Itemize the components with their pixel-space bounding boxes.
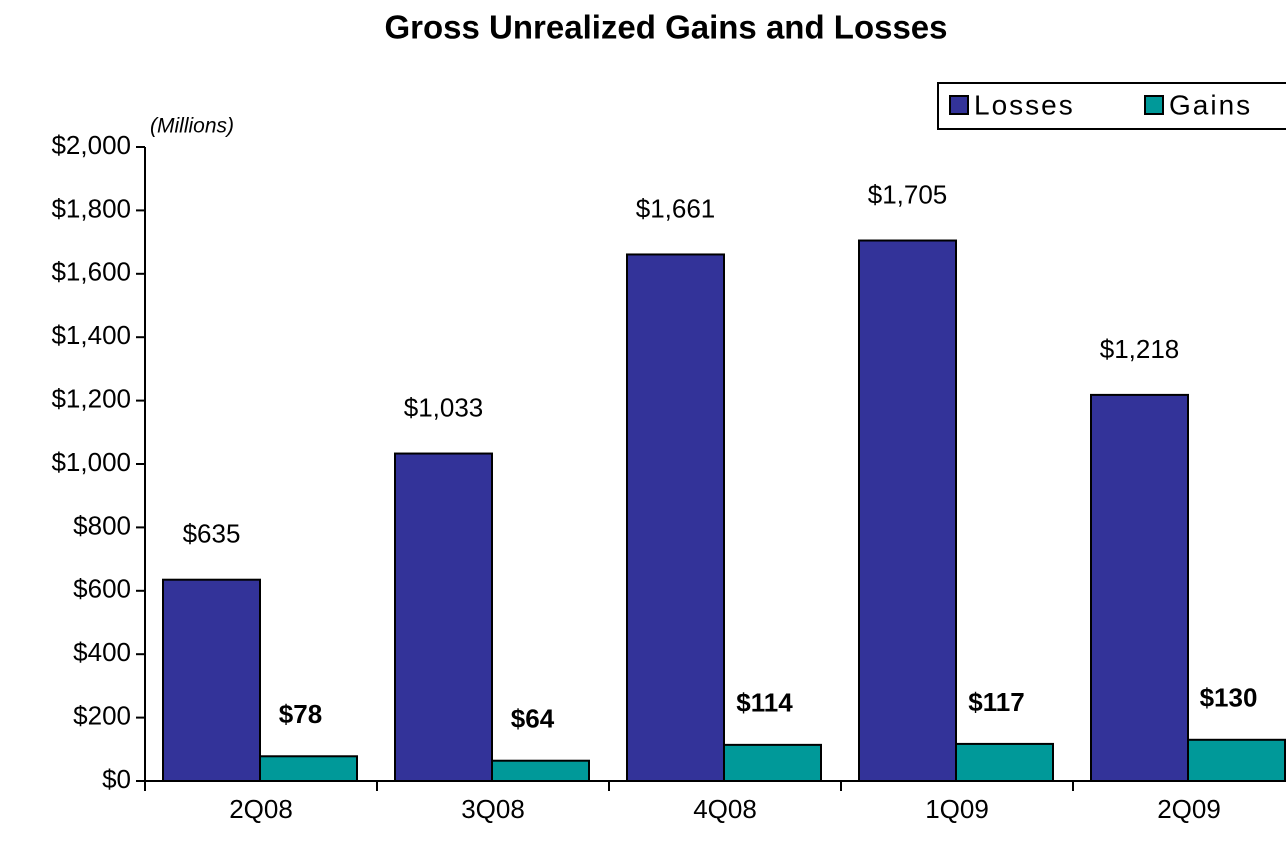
legend-box <box>937 82 1286 130</box>
bar <box>162 578 261 783</box>
bar <box>723 743 822 782</box>
value-label: $114 <box>736 688 793 718</box>
y-tick-label: $1,000 <box>51 447 131 477</box>
y-tick-label: $800 <box>73 510 131 540</box>
y-tick-label: $600 <box>73 574 131 604</box>
bar <box>1090 393 1189 782</box>
x-tick-label: 2Q09 <box>1157 794 1221 824</box>
value-label: $130 <box>1200 683 1258 713</box>
y-tick-label: $0 <box>102 764 131 794</box>
legend-label: Losses <box>974 89 1075 120</box>
y-tick-label: $1,800 <box>51 193 131 223</box>
legend-label: Gains <box>1169 89 1252 120</box>
legend-swatch <box>1144 95 1164 115</box>
y-tick-label: $400 <box>73 637 131 667</box>
y-tick-label: $2,000 <box>51 130 131 160</box>
y-tick-label: $200 <box>73 700 131 730</box>
bar <box>626 253 725 782</box>
value-label: $1,661 <box>636 193 716 223</box>
bar <box>491 759 590 782</box>
bar <box>259 755 358 782</box>
value-label: $64 <box>511 704 555 734</box>
x-tick-label: 2Q08 <box>229 794 293 824</box>
x-tick-label: 3Q08 <box>461 794 525 824</box>
bar <box>1187 738 1286 782</box>
y-tick-label: $1,200 <box>51 383 131 413</box>
bar <box>858 239 957 782</box>
value-label: $1,218 <box>1100 334 1180 364</box>
chart-title: Gross Unrealized Gains and Losses <box>384 9 947 46</box>
legend-swatch <box>949 95 969 115</box>
y-tick-label: $1,600 <box>51 257 131 287</box>
x-tick-label: 1Q09 <box>925 794 989 824</box>
value-label: $635 <box>183 519 241 549</box>
x-tick-label: 4Q08 <box>693 794 757 824</box>
value-label: $1,033 <box>404 392 484 422</box>
bar <box>955 742 1054 783</box>
y-axis-label: (Millions) <box>150 115 234 138</box>
value-label: $1,705 <box>868 179 948 209</box>
y-tick-label: $1,400 <box>51 320 131 350</box>
bar <box>394 452 493 782</box>
value-label: $117 <box>968 687 1024 717</box>
value-label: $78 <box>279 699 322 729</box>
